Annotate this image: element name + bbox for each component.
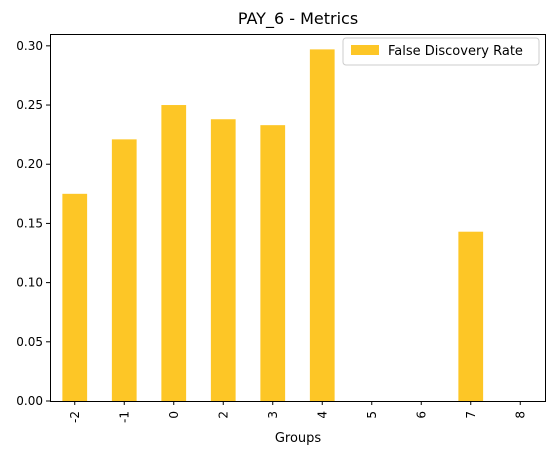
chart-title: PAY_6 - Metrics (238, 9, 358, 29)
y-axis: 0.00 0.05 0.10 0.15 0.20 0.25 0.30 (16, 39, 50, 408)
x-tick-label: 3 (266, 411, 280, 419)
legend: False Discovery Rate (342, 37, 540, 66)
x-tick-label: 5 (365, 411, 379, 419)
x-tick-label: 8 (513, 411, 527, 419)
y-tick-label: 0.30 (16, 39, 43, 53)
x-tick-label: 6 (414, 411, 428, 419)
legend-swatch (351, 45, 379, 55)
bar-7 (458, 231, 484, 401)
legend-label: False Discovery Rate (388, 44, 523, 59)
y-tick-label: 0.00 (16, 394, 43, 408)
x-tick-label: -2 (68, 411, 82, 423)
x-tick-label: 7 (464, 411, 478, 419)
bar-0 (161, 105, 187, 401)
y-tick-label: 0.20 (16, 157, 43, 171)
x-axis-label: Groups (275, 431, 322, 446)
x-tick-label: 0 (167, 411, 181, 419)
y-tick-label: 0.05 (16, 335, 43, 349)
bar-3 (260, 125, 286, 401)
bar--1 (111, 139, 137, 402)
x-tick-label: 2 (216, 411, 230, 419)
bar-2 (210, 119, 236, 401)
legend-box (342, 37, 540, 66)
x-axis: -2 -1 0 2 3 4 5 6 7 8 (68, 401, 527, 423)
bar--2 (62, 193, 88, 401)
y-tick-label: 0.10 (16, 276, 43, 290)
bar-4 (309, 49, 335, 402)
y-tick-label: 0.25 (16, 98, 43, 112)
bars-group (62, 49, 484, 402)
x-tick-label: -1 (117, 411, 131, 423)
plot-frame (50, 34, 546, 402)
x-tick-label: 4 (315, 411, 329, 419)
y-tick-label: 0.15 (16, 216, 43, 230)
